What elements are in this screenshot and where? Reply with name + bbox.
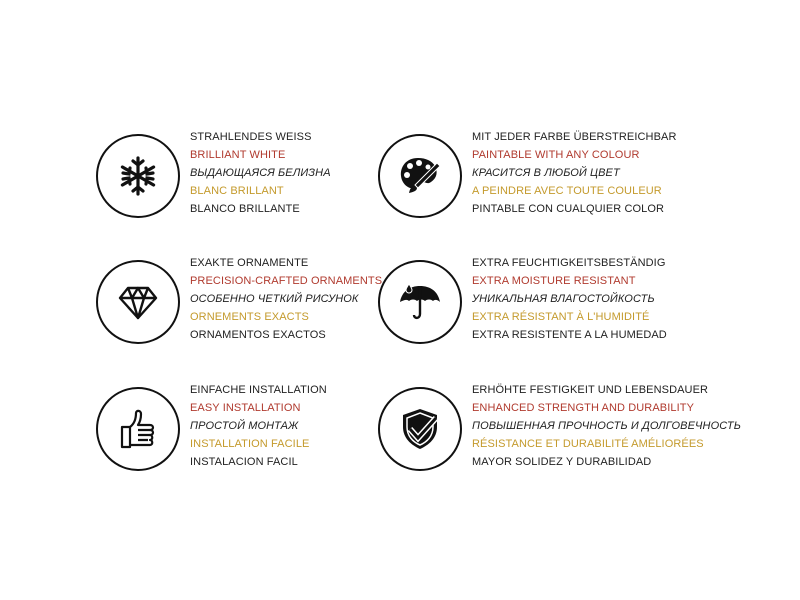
feature-text: EINFACHE INSTALLATION EASY INSTALLATION ПР… <box>190 381 327 471</box>
feature-line-german: EXAKTE ORNAMENTE <box>190 257 309 269</box>
feature-text: EXAKTE ORNAMENTE PRECISION-CRAFTED ORNAME… <box>190 254 382 344</box>
palette-brush-icon <box>400 158 441 193</box>
feature-text: EXTRA FEUCHTIGKEITSBESTÄNDIG EXTRA MOISTU… <box>472 254 667 344</box>
feature-line-russian: ВЫДАЮЩАЯСЯ БЕЛИЗНА <box>190 167 331 179</box>
feature-line-french: BLANC BRILLANT <box>190 185 284 197</box>
feature-line-french: ORNEMENTS EXACTS <box>190 311 309 323</box>
feature-line-english: ENHANCED STRENGTH AND DURABILITY <box>472 402 695 414</box>
shield-check-icon <box>403 409 439 449</box>
diamond-badge <box>96 260 180 344</box>
feature-item: EXAKTE ORNAMENTE PRECISION-CRAFTED ORNAME… <box>96 257 416 356</box>
feature-item: EINFACHE INSTALLATION EASY INSTALLATION ПР… <box>96 384 416 483</box>
feature-line-spanish: PINTABLE CON CUALQUIER COLOR <box>472 203 665 215</box>
feature-item: MIT JEDER FARBE ÜBERSTREICHBAR PAINTABLE … <box>378 131 698 230</box>
feature-line-german: EXTRA FEUCHTIGKEITSBESTÄNDIG <box>472 257 666 269</box>
feature-item: STRAHLENDES WEISS BRILLIANT WHITE ВЫДАЮЩАЯ… <box>96 131 416 230</box>
palette-brush-badge <box>378 134 462 218</box>
feature-line-english: PAINTABLE WITH ANY COLOUR <box>472 149 640 161</box>
snowflake-badge <box>96 134 180 218</box>
feature-line-spanish: INSTALACION FACIL <box>190 456 298 468</box>
feature-line-spanish: EXTRA RESISTENTE A LA HUMEDAD <box>472 329 667 341</box>
umbrella-badge <box>378 260 462 344</box>
shield-check-badge <box>378 387 462 471</box>
feature-line-russian: ПРОСТОЙ МОНТАЖ <box>190 420 299 432</box>
feature-line-english: PRECISION-CRAFTED ORNAMENTS <box>190 275 383 287</box>
feature-item: ERHÖHTE FESTIGKEIT UND LEBENSDAUER ENHANC… <box>378 384 741 483</box>
thumbs-up-icon <box>120 409 155 449</box>
feature-line-english: BRILLIANT WHITE <box>190 149 286 161</box>
feature-line-russian: ОСОБЕННО ЧЕТКИЙ РИСУНОК <box>190 293 359 305</box>
feature-line-russian: КРАСИТСЯ В ЛЮБОЙ ЦВЕТ <box>472 167 620 179</box>
feature-line-french: EXTRA RÉSISTANT À L'HUMIDITÉ <box>472 311 650 323</box>
feature-text: STRAHLENDES WEISS BRILLIANT WHITE ВЫДАЮЩАЯ… <box>190 128 331 218</box>
feature-line-spanish: MAYOR SOLIDEZ Y DURABILIDAD <box>472 456 652 468</box>
feature-line-spanish: ORNAMENTOS EXACTOS <box>190 329 326 341</box>
feature-line-german: STRAHLENDES WEISS <box>190 131 312 143</box>
feature-line-english: EXTRA MOISTURE RESISTANT <box>472 275 636 287</box>
feature-line-german: MIT JEDER FARBE ÜBERSTREICHBAR <box>472 131 677 143</box>
thumbs-up-badge <box>96 387 180 471</box>
feature-line-french: A PEINDRE AVEC TOUTE COULEUR <box>472 185 662 197</box>
feature-line-german: EINFACHE INSTALLATION <box>190 384 327 396</box>
feature-item: EXTRA FEUCHTIGKEITSBESTÄNDIG EXTRA MOISTU… <box>378 257 698 356</box>
feature-line-russian: ПОВЫШЕННАЯ ПРОЧНОСТЬ И ДОЛГОВЕЧНОСТЬ <box>472 420 741 432</box>
feature-line-german: ERHÖHTE FESTIGKEIT UND LEBENSDAUER <box>472 384 709 396</box>
umbrella-icon <box>400 283 440 320</box>
diamond-icon <box>118 286 158 320</box>
feature-line-french: RÉSISTANCE ET DURABILITÉ AMÉLIORÉES <box>472 438 704 450</box>
feature-text: MIT JEDER FARBE ÜBERSTREICHBAR PAINTABLE … <box>472 128 677 218</box>
feature-line-english: EASY INSTALLATION <box>190 402 301 414</box>
feature-line-french: INSTALLATION FACILE <box>190 438 310 450</box>
feature-line-spanish: BLANCO BRILLANTE <box>190 203 300 215</box>
feature-line-russian: УНИКАЛЬНАЯ ВЛАГОСТОЙКОСТЬ <box>472 293 655 305</box>
feature-text: ERHÖHTE FESTIGKEIT UND LEBENSDAUER ENHANC… <box>472 381 741 471</box>
snowflake-icon <box>120 156 156 196</box>
